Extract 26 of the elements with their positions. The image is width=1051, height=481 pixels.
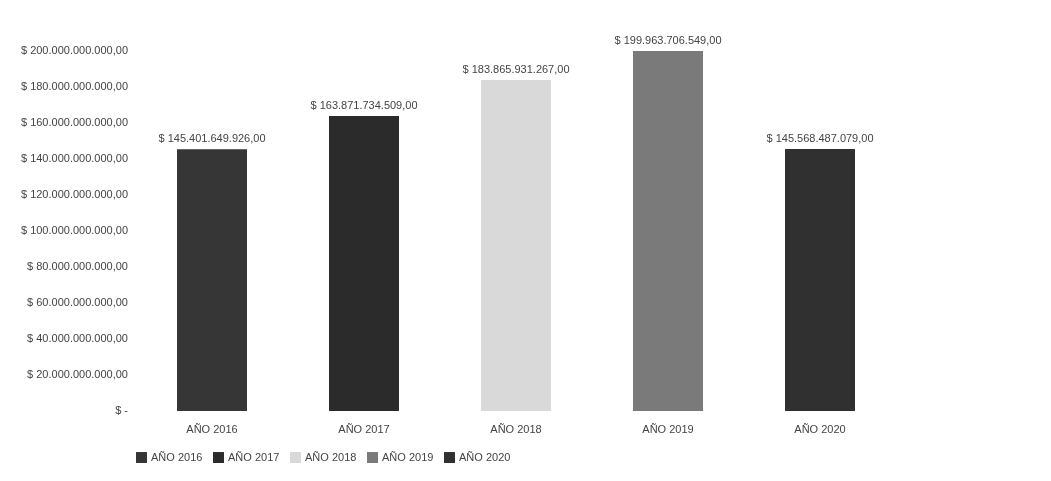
y-tick-label: $ -	[115, 404, 129, 416]
x-tick-label: AÑO 2019	[642, 422, 694, 435]
legend-label: AÑO 2017	[228, 450, 280, 463]
legend-label: AÑO 2018	[305, 450, 357, 463]
y-tick-label: $ 100.000.000.000,00	[20, 224, 128, 236]
y-tick-label: $ 120.000.000.000,00	[20, 188, 128, 200]
y-tick-label: $ 80.000.000.000,00	[27, 260, 128, 272]
data-label: $ 145.568.487.079,00	[766, 131, 874, 144]
x-tick-label: AÑO 2018	[490, 422, 542, 435]
x-tick-label: AÑO 2020	[794, 422, 846, 435]
x-tick-label: AÑO 2017	[338, 422, 390, 435]
legend-label: AÑO 2020	[459, 450, 511, 463]
data-label: $ 199.963.706.549,00	[614, 34, 722, 47]
y-tick-label: $ 20.000.000.000,00	[27, 368, 128, 380]
data-label: $ 163.871.734.509,00	[310, 99, 418, 112]
legend-label: AÑO 2016	[151, 450, 203, 463]
x-tick-label: AÑO 2016	[186, 422, 238, 435]
y-tick-label: $ 180.000.000.000,00	[20, 80, 128, 92]
y-tick-label: $ 140.000.000.000,00	[20, 152, 128, 164]
y-tick-label: $ 60.000.000.000,00	[27, 296, 128, 308]
data-label: $ 145.401.649.926,00	[158, 132, 266, 145]
legend-label: AÑO 2019	[382, 450, 434, 463]
y-tick-label: $ 40.000.000.000,00	[27, 332, 128, 344]
data-label: $ 183.865.931.267,00	[462, 63, 570, 76]
y-tick-label: $ 160.000.000.000,00	[20, 116, 128, 128]
y-tick-label: $ 200.000.000.000,00	[20, 44, 128, 56]
